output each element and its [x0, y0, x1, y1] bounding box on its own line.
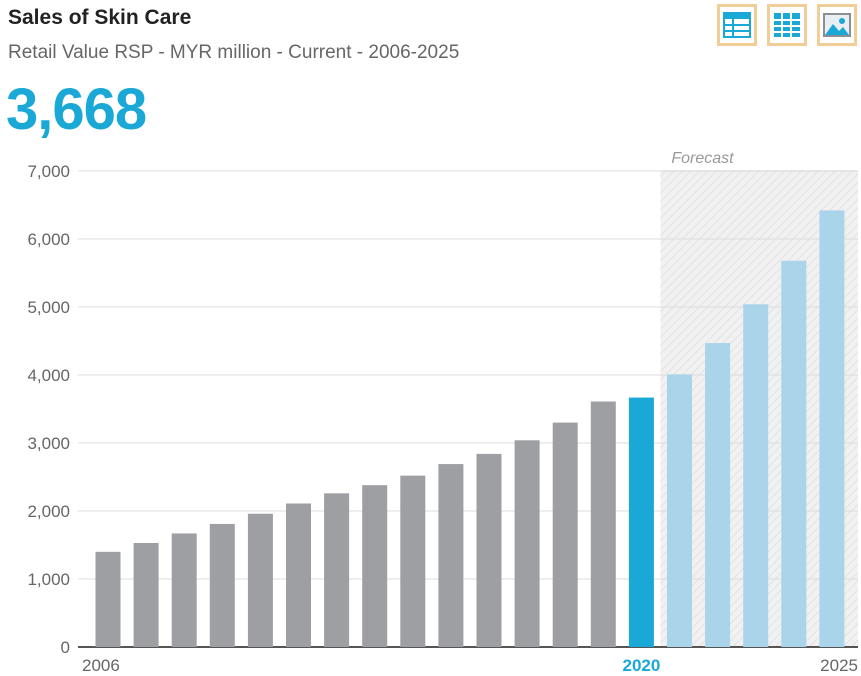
bar-2016[interactable] [476, 453, 502, 647]
image-view-button[interactable] [817, 4, 857, 46]
x-tick-label: 2020 [622, 656, 660, 675]
y-tick-label: 0 [61, 638, 70, 657]
bar-2024[interactable] [781, 260, 807, 647]
bar-2012[interactable] [324, 493, 350, 647]
bar-2010[interactable] [247, 513, 273, 647]
bar-2008[interactable] [171, 533, 197, 647]
bar-2007[interactable] [133, 542, 159, 647]
x-tick-label: 2006 [82, 656, 120, 675]
y-tick-label: 1,000 [27, 570, 70, 589]
bar-2020[interactable] [628, 397, 654, 647]
grid-view-icon [774, 13, 800, 37]
y-tick-label: 7,000 [27, 162, 70, 181]
bar-2006[interactable] [95, 551, 121, 647]
grid-view-button[interactable] [767, 4, 807, 46]
y-tick-label: 2,000 [27, 502, 70, 521]
bar-2014[interactable] [400, 475, 426, 647]
y-tick-label: 5,000 [27, 298, 70, 317]
y-tick-label: 6,000 [27, 230, 70, 249]
table-view-icon [723, 12, 751, 38]
y-tick-label: 4,000 [27, 366, 70, 385]
chart-title: Sales of Skin Care [8, 6, 192, 29]
chart-subtitle: Retail Value RSP - MYR million - Current… [8, 42, 460, 63]
bar-2009[interactable] [209, 523, 235, 647]
bar-2018[interactable] [552, 422, 578, 647]
bar-2015[interactable] [438, 464, 464, 647]
bar-2013[interactable] [362, 485, 388, 647]
x-tick-label: 2025 [820, 656, 858, 675]
forecast-label: Forecast [671, 150, 734, 167]
bar-2011[interactable] [286, 503, 311, 647]
bar-2023[interactable] [743, 304, 769, 647]
bar-2022[interactable] [705, 343, 731, 647]
current-value: 3,668 [6, 77, 147, 142]
bar-2019[interactable] [590, 401, 616, 647]
sales-bar-chart: Forecast 0 1,000 2,000 3,000 4,000 5,000 6,000… [27, 150, 858, 675]
view-toolbar [717, 4, 857, 46]
y-tick-label: 3,000 [27, 434, 70, 453]
bar-2021[interactable] [667, 374, 692, 647]
table-view-button[interactable] [717, 4, 757, 46]
bar-2025[interactable] [819, 210, 845, 647]
image-view-icon [823, 13, 851, 37]
bar-2017[interactable] [514, 440, 540, 647]
